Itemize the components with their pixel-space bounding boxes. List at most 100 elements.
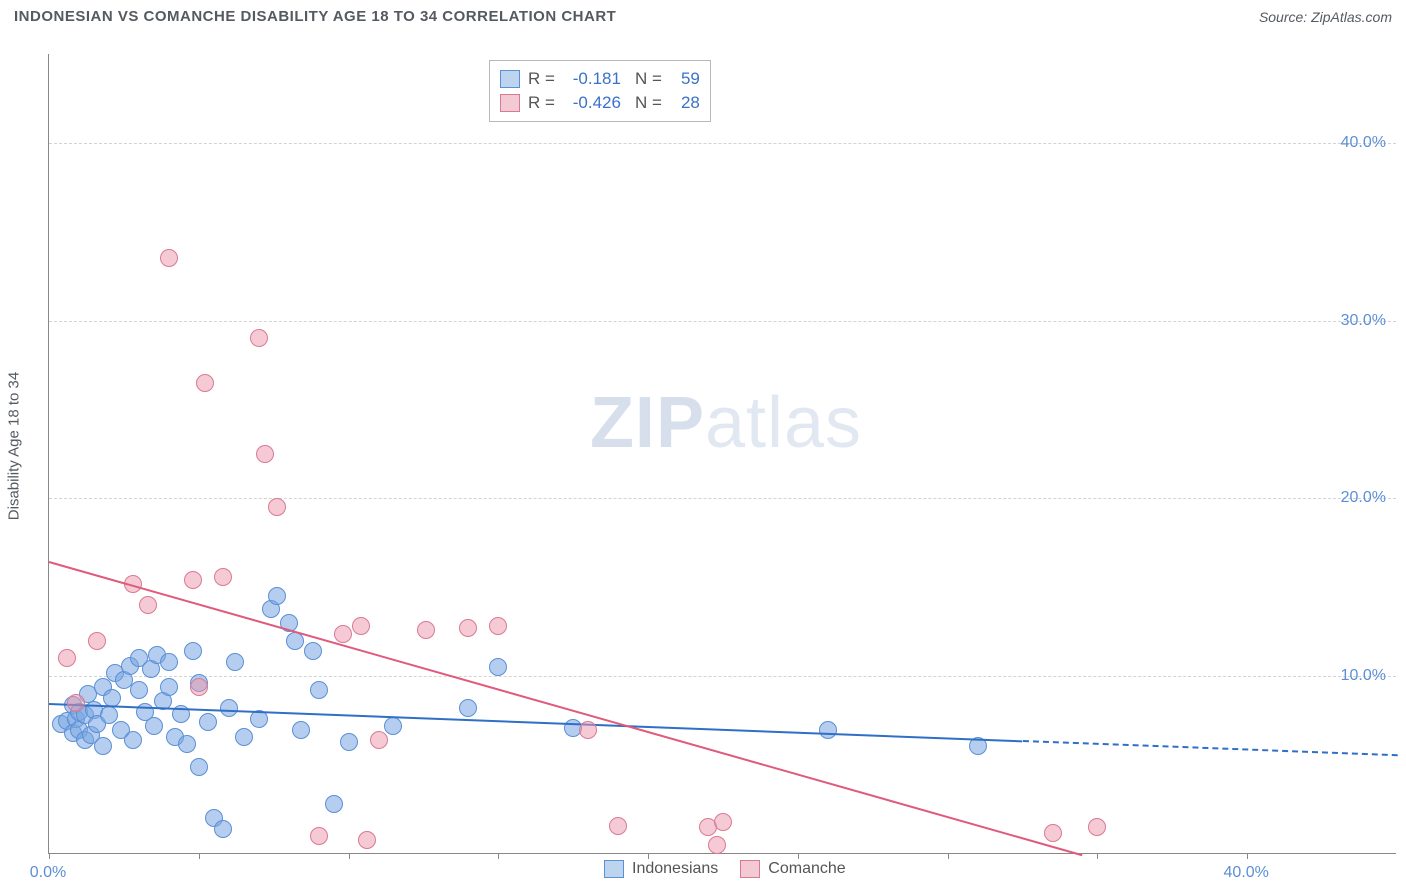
data-point	[160, 653, 178, 671]
n-value: 28	[670, 91, 700, 115]
data-point	[708, 836, 726, 854]
trend-line-dashed	[1023, 740, 1398, 756]
data-point	[235, 728, 253, 746]
data-point	[184, 571, 202, 589]
legend-swatch	[604, 860, 624, 878]
y-axis-label: Disability Age 18 to 34	[6, 372, 23, 520]
legend-swatch	[500, 70, 520, 88]
data-point	[103, 689, 121, 707]
x-tick	[1247, 853, 1248, 859]
r-value: -0.426	[563, 91, 621, 115]
data-point	[268, 498, 286, 516]
data-point	[88, 632, 106, 650]
data-point	[190, 678, 208, 696]
legend-item: Indonesians	[604, 860, 718, 878]
data-point	[1088, 818, 1106, 836]
watermark: ZIPatlas	[590, 382, 862, 464]
data-point	[256, 445, 274, 463]
data-point	[334, 625, 352, 643]
data-point	[190, 758, 208, 776]
watermark-zip: ZIP	[590, 383, 705, 463]
legend-swatch	[740, 860, 760, 878]
data-point	[250, 329, 268, 347]
chart-title: INDONESIAN VS COMANCHE DISABILITY AGE 18…	[14, 8, 616, 25]
chart-header: INDONESIAN VS COMANCHE DISABILITY AGE 18…	[0, 0, 1406, 29]
data-point	[358, 831, 376, 849]
x-tick	[1097, 853, 1098, 859]
y-tick-label: 30.0%	[1341, 312, 1386, 330]
legend-label: Comanche	[768, 860, 845, 878]
data-point	[459, 619, 477, 637]
data-point	[178, 735, 196, 753]
data-point	[94, 737, 112, 755]
data-point	[226, 653, 244, 671]
data-point	[609, 817, 627, 835]
data-point	[220, 699, 238, 717]
y-tick-label: 40.0%	[1341, 134, 1386, 152]
data-point	[268, 587, 286, 605]
data-point	[160, 678, 178, 696]
correlation-legend: R = -0.181 N = 59 R = -0.426 N = 28	[489, 60, 711, 122]
data-point	[58, 649, 76, 667]
data-point	[310, 827, 328, 845]
x-tick-label: 0.0%	[30, 864, 66, 882]
x-tick	[349, 853, 350, 859]
data-point	[384, 717, 402, 735]
legend-swatch	[500, 94, 520, 112]
n-label: N =	[635, 91, 662, 115]
data-point	[196, 374, 214, 392]
legend-row: R = -0.181 N = 59	[500, 67, 700, 91]
data-point	[417, 621, 435, 639]
data-point	[459, 699, 477, 717]
scatter-plot-area: ZIPatlas 10.0% 20.0% 30.0% 40.0% R = -0.181 N …	[48, 54, 1396, 854]
data-point	[310, 681, 328, 699]
data-point	[145, 717, 163, 735]
data-point	[304, 642, 322, 660]
x-tick	[199, 853, 200, 859]
series-legend: Indonesians Comanche	[604, 860, 846, 878]
data-point	[184, 642, 202, 660]
x-tick-label: 40.0%	[1224, 864, 1269, 882]
x-tick	[648, 853, 649, 859]
watermark-atlas: atlas	[705, 383, 862, 463]
n-value: 59	[670, 67, 700, 91]
trend-line	[49, 703, 1023, 742]
gridline	[49, 498, 1396, 499]
data-point	[714, 813, 732, 831]
source-prefix: Source:	[1259, 9, 1311, 25]
chart-source: Source: ZipAtlas.com	[1259, 9, 1392, 25]
data-point	[1044, 824, 1062, 842]
gridline	[49, 676, 1396, 677]
r-label: R =	[528, 91, 555, 115]
data-point	[160, 249, 178, 267]
data-point	[214, 568, 232, 586]
data-point	[579, 721, 597, 739]
x-tick	[948, 853, 949, 859]
data-point	[139, 596, 157, 614]
r-value: -0.181	[563, 67, 621, 91]
data-point	[340, 733, 358, 751]
source-name: ZipAtlas.com	[1311, 9, 1392, 25]
x-tick	[798, 853, 799, 859]
gridline	[49, 143, 1396, 144]
data-point	[124, 731, 142, 749]
n-label: N =	[635, 67, 662, 91]
data-point	[370, 731, 388, 749]
x-tick	[49, 853, 50, 859]
y-tick-label: 10.0%	[1341, 667, 1386, 685]
r-label: R =	[528, 67, 555, 91]
legend-label: Indonesians	[632, 860, 718, 878]
data-point	[819, 721, 837, 739]
data-point	[489, 617, 507, 635]
gridline	[49, 321, 1396, 322]
legend-item: Comanche	[740, 860, 845, 878]
data-point	[214, 820, 232, 838]
x-tick	[498, 853, 499, 859]
legend-row: R = -0.426 N = 28	[500, 91, 700, 115]
y-tick-label: 20.0%	[1341, 489, 1386, 507]
data-point	[199, 713, 217, 731]
data-point	[325, 795, 343, 813]
data-point	[489, 658, 507, 676]
data-point	[67, 694, 85, 712]
data-point	[352, 617, 370, 635]
